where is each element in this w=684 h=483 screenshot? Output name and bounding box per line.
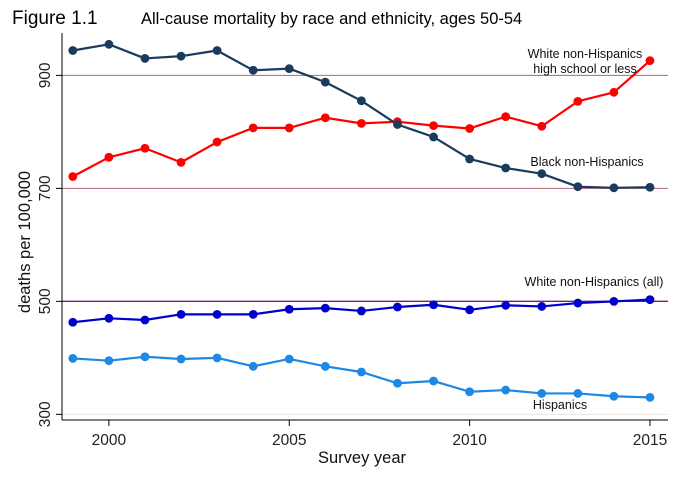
data-point [140, 352, 150, 362]
data-point [212, 137, 222, 147]
data-point [140, 143, 150, 153]
series-label: Hispanics [533, 398, 587, 412]
data-point [429, 300, 438, 310]
data-point [356, 96, 366, 106]
y-axis-label: deaths per 100,000 [16, 171, 34, 313]
x-axis-label: Survey year [318, 449, 407, 467]
data-point [284, 354, 294, 364]
data-point [356, 306, 366, 316]
x-tick-label: 2005 [272, 432, 306, 449]
y-axis: 300 500 700 900 [37, 33, 63, 427]
data-point [104, 152, 114, 162]
data-point [68, 172, 78, 181]
data-point [465, 154, 475, 164]
data-point [212, 46, 222, 55]
series-2 [68, 39, 655, 193]
data-point [429, 121, 438, 131]
data-point [429, 132, 438, 142]
data-point [393, 302, 402, 312]
series-label: high school or less [533, 62, 637, 76]
data-point [212, 309, 222, 319]
y-tick-label: 300 [37, 401, 54, 427]
data-point [573, 389, 583, 398]
data-point [501, 163, 511, 173]
series-4 [68, 352, 655, 402]
data-point [465, 387, 475, 397]
chart-title: Figure 1.1 [12, 8, 98, 29]
data-point [320, 303, 330, 313]
series-label: White non-Hispanics [528, 47, 643, 61]
data-point [248, 123, 258, 133]
x-tick-label: 2000 [92, 432, 127, 449]
data-point [284, 64, 294, 73]
data-point [356, 118, 366, 128]
data-point [573, 182, 583, 192]
data-point [645, 56, 655, 66]
data-point [537, 121, 547, 131]
data-point [212, 353, 222, 363]
data-point [465, 305, 475, 315]
data-point [501, 385, 511, 395]
data-point [140, 315, 150, 325]
data-point [104, 356, 114, 366]
data-point [573, 96, 583, 106]
data-point [284, 123, 294, 133]
data-point [68, 317, 78, 327]
y-tick-label: 700 [37, 175, 54, 201]
data-point [320, 113, 330, 123]
data-point [248, 309, 258, 319]
data-point [104, 313, 114, 323]
data-point [501, 112, 511, 122]
series-label: White non-Hispanics (all) [525, 275, 664, 289]
data-point [609, 183, 619, 193]
data-point [645, 295, 655, 305]
data-point [140, 54, 150, 63]
data-point [645, 393, 655, 402]
series-1 [68, 56, 655, 181]
data-point [609, 296, 619, 306]
y-tick-label: 500 [37, 288, 54, 314]
data-point [176, 51, 186, 61]
data-point [645, 182, 655, 192]
data-point [429, 376, 438, 386]
x-tick-label: 2010 [452, 432, 487, 449]
data-point [465, 124, 475, 133]
data-point [284, 304, 294, 314]
data-point [501, 300, 511, 310]
data-point [393, 120, 402, 129]
y-tick-label: 900 [37, 62, 54, 88]
data-point [356, 367, 366, 377]
series-3 [68, 295, 655, 327]
series-label: Black non-Hispanics [530, 155, 643, 169]
data-point [537, 389, 547, 398]
data-point [176, 309, 186, 319]
series-layer [68, 39, 655, 402]
data-point [393, 378, 402, 388]
data-point [68, 46, 78, 55]
data-point [176, 354, 186, 364]
data-point [104, 39, 114, 49]
data-point [537, 302, 547, 311]
data-point [573, 298, 583, 308]
data-point [320, 361, 330, 371]
x-axis: 2000 2005 2010 2015 [62, 419, 668, 449]
data-point [320, 77, 330, 87]
data-point [609, 87, 619, 97]
chart-subtitle: All-cause mortality by race and ethnicit… [141, 10, 522, 28]
data-point [609, 391, 619, 401]
data-point [537, 169, 547, 179]
data-point [68, 354, 78, 363]
x-tick-label: 2015 [633, 432, 667, 449]
data-point [248, 361, 258, 371]
reference-lines [62, 74, 668, 415]
data-point [176, 157, 186, 167]
data-point [248, 65, 258, 75]
